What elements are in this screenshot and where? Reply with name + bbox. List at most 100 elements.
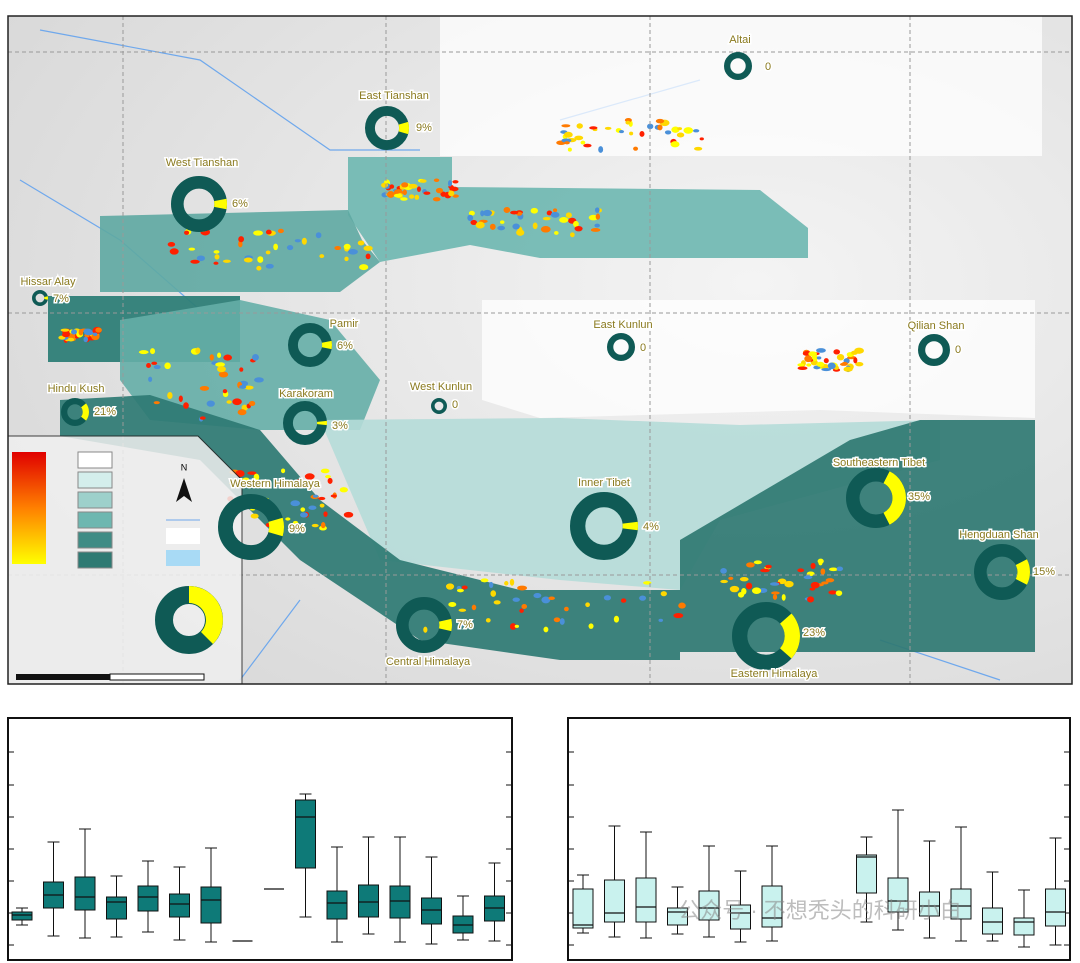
glacier xyxy=(746,562,755,568)
box xyxy=(698,890,720,921)
glacier xyxy=(807,596,815,603)
glacier xyxy=(594,207,600,213)
glacier xyxy=(530,207,539,214)
glacier xyxy=(485,618,491,623)
glacier xyxy=(673,612,684,619)
glacier xyxy=(816,356,822,360)
glacier xyxy=(419,179,427,183)
region-value: 0 xyxy=(765,61,771,73)
glacier xyxy=(553,208,558,213)
donut-ring xyxy=(430,397,447,414)
box xyxy=(982,907,1003,935)
glacier xyxy=(402,189,407,196)
glacier xyxy=(164,362,171,370)
glacier xyxy=(741,587,747,595)
glacier xyxy=(797,568,805,573)
glacier xyxy=(423,191,431,195)
glacier xyxy=(729,585,740,593)
region-value: 9% xyxy=(289,523,305,535)
donut-slice xyxy=(780,613,800,659)
region-name: Hissar Alay xyxy=(20,276,76,288)
glacier xyxy=(247,471,257,475)
svg-text:N: N xyxy=(181,462,188,472)
glacier xyxy=(195,347,201,354)
glacier xyxy=(239,367,244,372)
glacier xyxy=(414,194,420,200)
glacier xyxy=(153,401,160,405)
glacier xyxy=(816,361,825,367)
glacier xyxy=(619,130,625,134)
glacier xyxy=(71,329,78,335)
glacier xyxy=(806,363,812,367)
glacier xyxy=(482,209,492,217)
map-frame xyxy=(7,15,1073,685)
region-east-tianshan xyxy=(348,157,808,262)
glacier xyxy=(629,131,634,136)
glacier xyxy=(567,147,572,152)
donut-layer: Altai 0 East Tianshan 9% West Tianshan 6% Hiss… xyxy=(19,32,1057,681)
region-value: 0 xyxy=(452,399,458,411)
box xyxy=(421,897,442,925)
region-name: Eastern Himalaya xyxy=(731,668,819,680)
glacier xyxy=(546,210,553,216)
glacier xyxy=(319,254,325,259)
glacier xyxy=(252,354,259,361)
donut-slice xyxy=(44,296,49,300)
glacier xyxy=(574,135,584,141)
glacier xyxy=(178,395,183,403)
glacier xyxy=(533,593,542,599)
glacier xyxy=(777,578,787,585)
glacier xyxy=(542,216,551,221)
glacier xyxy=(243,257,253,263)
region-value: 7% xyxy=(457,619,473,631)
glacier xyxy=(67,337,75,342)
glacier xyxy=(318,496,326,501)
glacier xyxy=(765,564,772,569)
box xyxy=(74,876,96,911)
glacier xyxy=(214,254,220,260)
glacier xyxy=(339,487,348,493)
glacier xyxy=(92,332,98,337)
box xyxy=(326,890,348,920)
glacier xyxy=(308,505,317,510)
glacier xyxy=(559,618,565,625)
glacier xyxy=(504,581,509,586)
glacier xyxy=(254,377,264,383)
glacier xyxy=(500,220,505,224)
glacier xyxy=(583,143,592,148)
glacier xyxy=(452,180,459,184)
box xyxy=(389,885,411,919)
glacier xyxy=(196,255,205,262)
glaciers xyxy=(58,118,864,633)
glacier xyxy=(753,560,762,565)
glacier xyxy=(580,140,586,145)
region-value: 0 xyxy=(640,342,646,354)
box xyxy=(919,891,940,917)
region-name: Inner Tibet xyxy=(578,477,630,489)
glacier xyxy=(810,562,816,569)
glacier xyxy=(561,124,571,128)
donut-slice xyxy=(398,121,410,135)
glacier xyxy=(664,130,672,135)
glacier xyxy=(493,600,501,605)
glacier xyxy=(226,400,232,404)
glacier xyxy=(519,608,524,613)
glacier xyxy=(468,210,475,216)
glacier xyxy=(148,376,153,382)
glacier xyxy=(146,363,152,369)
glacier xyxy=(239,385,247,389)
glacier xyxy=(825,578,835,583)
glacier xyxy=(835,590,843,596)
glacier xyxy=(467,214,474,222)
region-value: 35% xyxy=(908,491,930,503)
glacier xyxy=(517,585,528,591)
glacier xyxy=(512,597,520,602)
region-inner-tibet xyxy=(320,418,940,590)
region-value: 9% xyxy=(416,122,432,134)
glacier xyxy=(248,400,256,406)
glacier xyxy=(381,182,389,188)
glacier xyxy=(541,596,551,604)
glacier xyxy=(658,618,664,622)
glacier xyxy=(334,246,342,251)
glacier xyxy=(677,127,683,131)
